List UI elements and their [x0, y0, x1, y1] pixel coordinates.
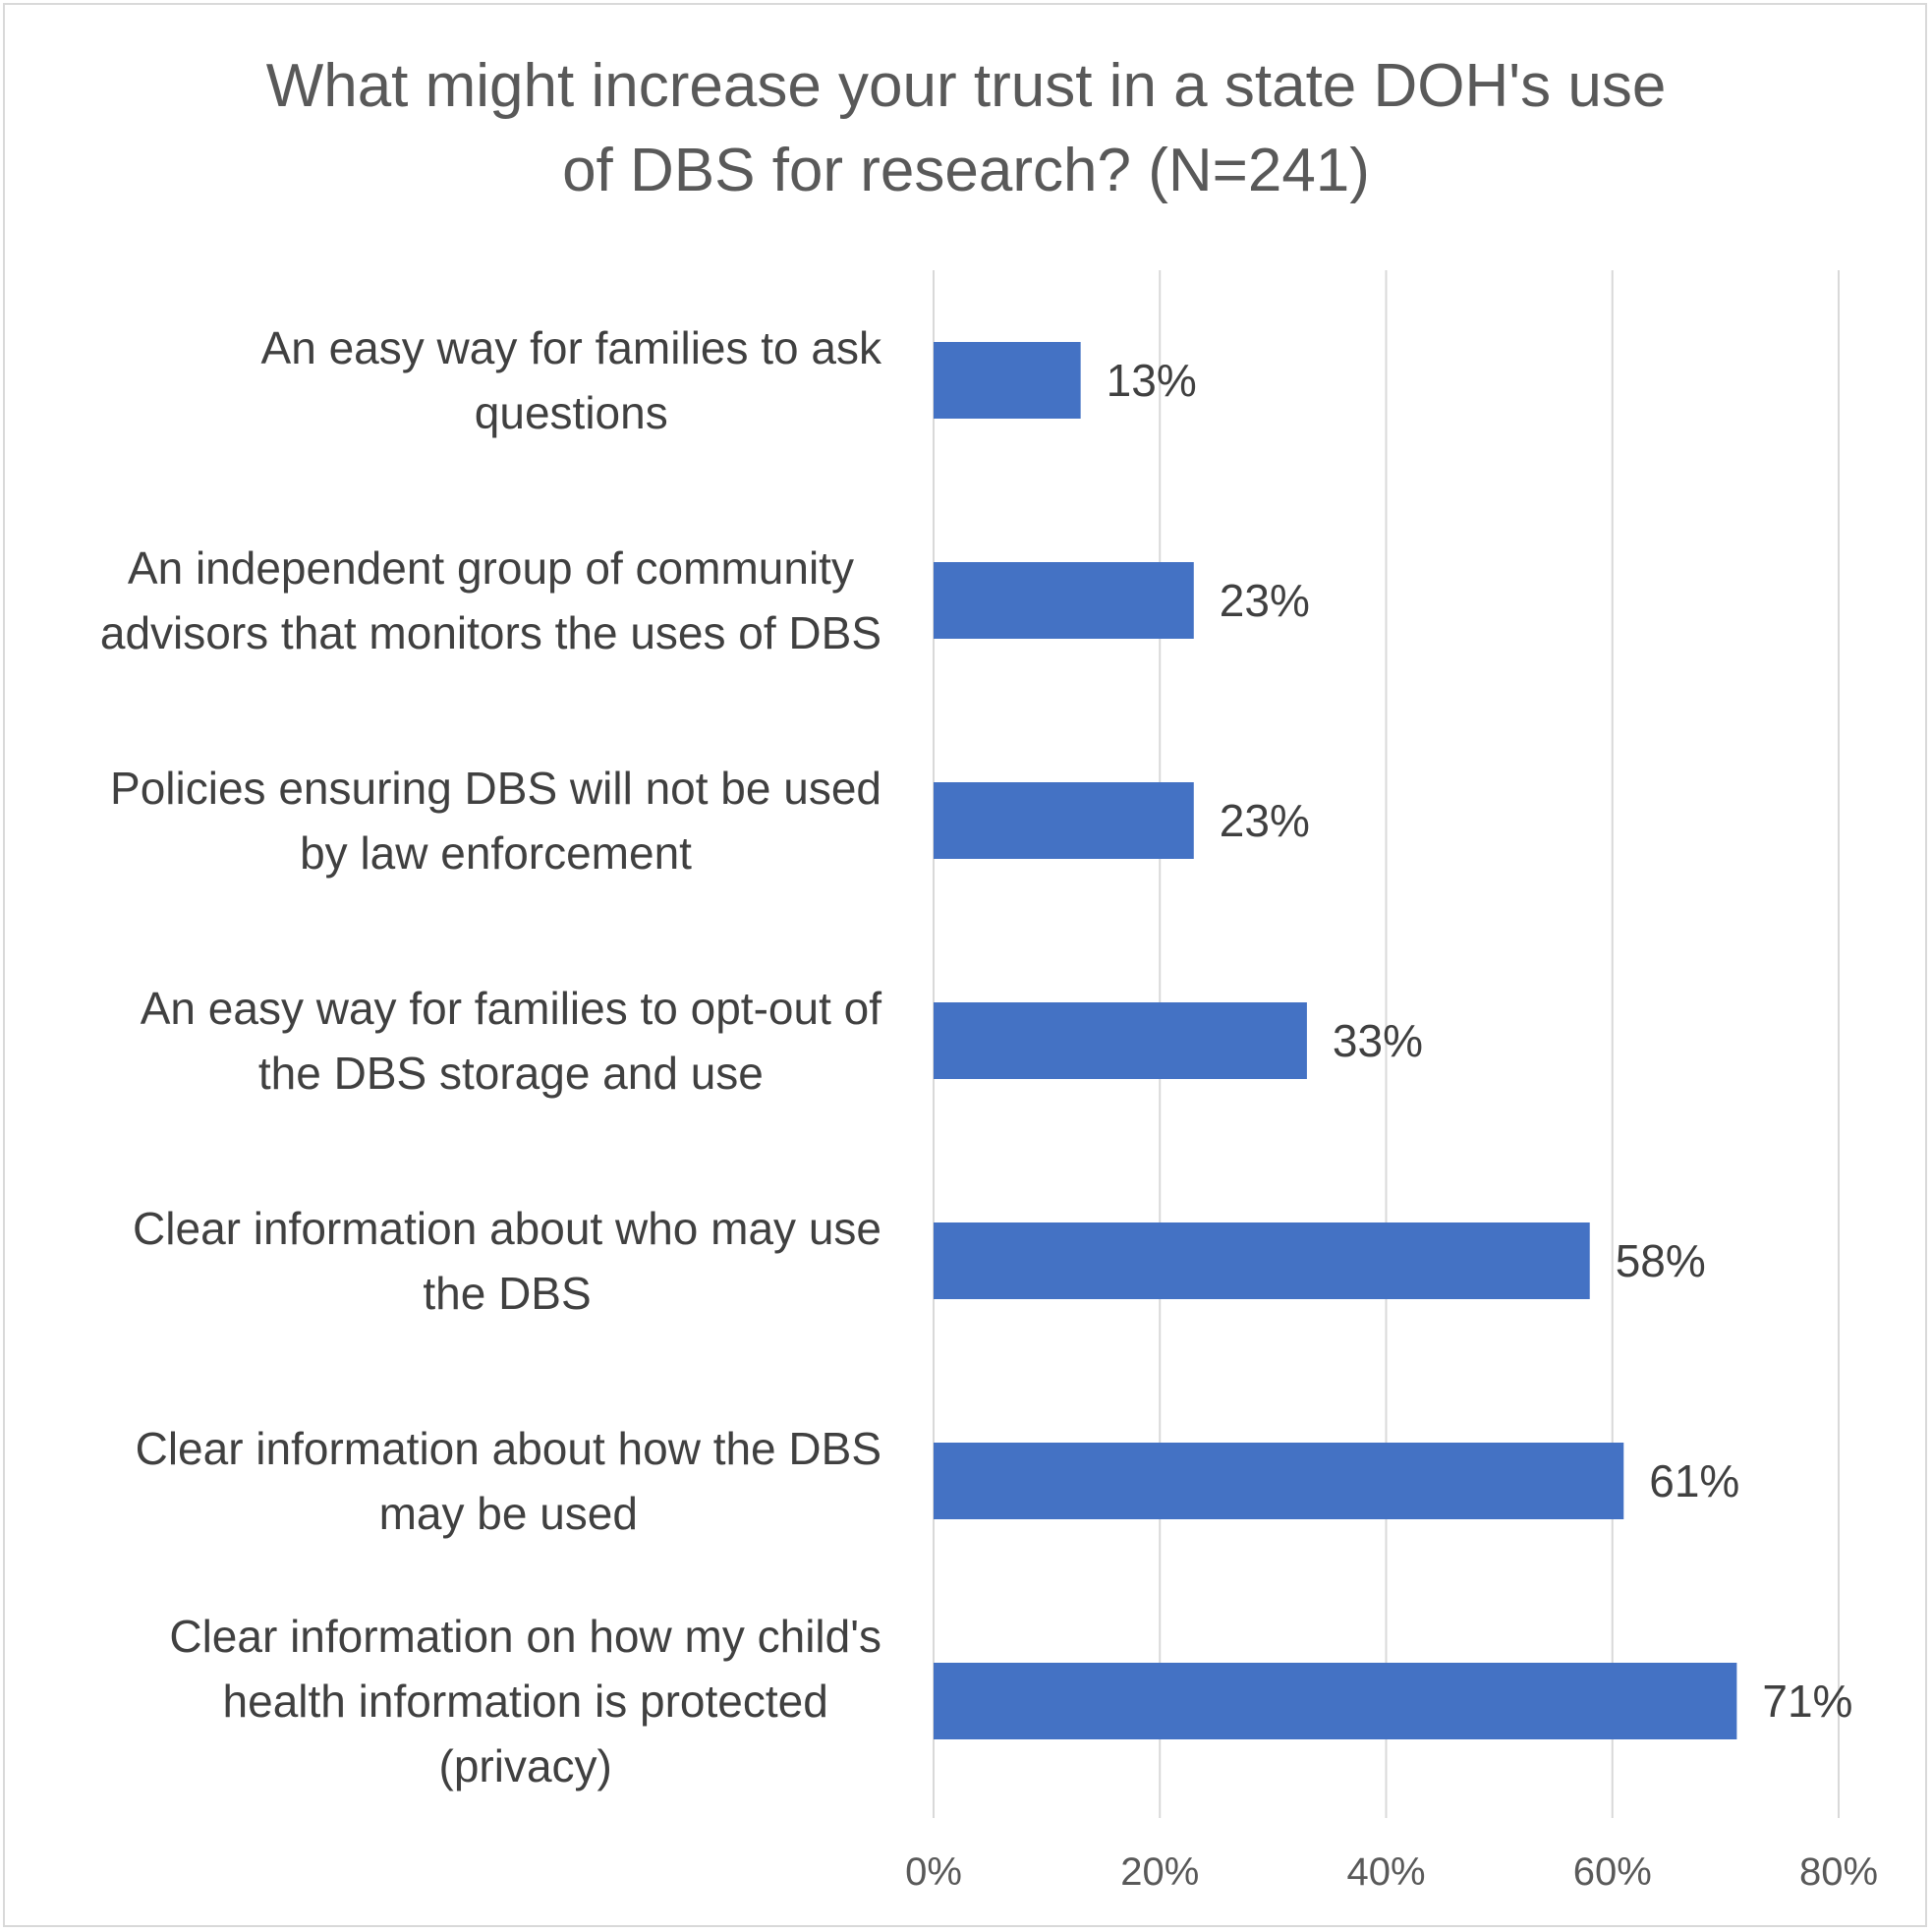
bar — [934, 1222, 1590, 1299]
x-tick-label: 20% — [1120, 1850, 1199, 1894]
bar — [934, 342, 1081, 419]
category-label: An easy way for families to opt-out of th… — [141, 983, 881, 1099]
category-label-line: An easy way for families to opt-out of — [141, 983, 881, 1034]
data-label: 61% — [1649, 1455, 1739, 1506]
category-label: An easy way for families to ask questions — [261, 322, 882, 438]
data-label: 71% — [1762, 1676, 1852, 1727]
category-label-line: questions — [475, 387, 668, 438]
category-label-line: Clear information on how my child's — [169, 1611, 881, 1662]
category-label: Clear information on how my child's healt… — [169, 1611, 881, 1791]
category-label-line: health information is protected — [223, 1676, 828, 1727]
x-axis-ticks: 0% 20% 40% 60% 80% — [905, 1850, 1878, 1894]
category-label-line: the DBS — [423, 1268, 591, 1319]
category-label-line: An independent group of community — [128, 542, 854, 594]
category-label: Policies ensuring DBS will not be used by… — [110, 763, 881, 879]
chart-frame — [3, 3, 1927, 1927]
bar — [934, 1443, 1624, 1519]
category-labels: An easy way for families to ask questions… — [100, 322, 882, 1791]
category-label: Clear information about how the DBS may b… — [136, 1423, 881, 1539]
chart-title-line-1: What might increase your trust in a stat… — [265, 52, 1667, 120]
bars — [934, 342, 1737, 1739]
category-label-line: (privacy) — [439, 1740, 612, 1791]
data-label: 58% — [1616, 1235, 1706, 1286]
category-label-line: Clear information about who may use — [133, 1203, 881, 1254]
data-label: 23% — [1220, 575, 1310, 626]
category-label-line: Clear information about how the DBS — [136, 1423, 881, 1474]
x-tick-label: 0% — [905, 1850, 962, 1894]
x-tick-label: 60% — [1573, 1850, 1652, 1894]
category-label-line: advisors that monitors the uses of DBS — [100, 607, 881, 658]
category-label-line: An easy way for families to ask — [261, 322, 882, 373]
bar — [934, 562, 1194, 639]
category-label: Clear information about who may use the D… — [133, 1203, 881, 1319]
category-label-line: by law enforcement — [300, 827, 692, 879]
chart-title: What might increase your trust in a stat… — [0, 44, 1932, 213]
data-label: 33% — [1333, 1015, 1423, 1066]
data-label: 23% — [1220, 795, 1310, 846]
chart-title-line-2: of DBS for research? (N=241) — [562, 137, 1370, 204]
bar — [934, 1663, 1737, 1739]
x-tick-label: 40% — [1346, 1850, 1425, 1894]
data-label: 13% — [1107, 355, 1197, 406]
x-tick-label: 80% — [1799, 1850, 1878, 1894]
category-label-line: Policies ensuring DBS will not be used — [110, 763, 881, 814]
bar — [934, 1002, 1307, 1079]
category-label: An independent group of community advisor… — [100, 542, 881, 658]
bar — [934, 782, 1194, 859]
category-label-line: the DBS storage and use — [258, 1048, 764, 1099]
value-labels: 13% 23% 23% 33% 58% 61% 71% — [1107, 355, 1853, 1727]
category-label-line: may be used — [379, 1488, 638, 1539]
